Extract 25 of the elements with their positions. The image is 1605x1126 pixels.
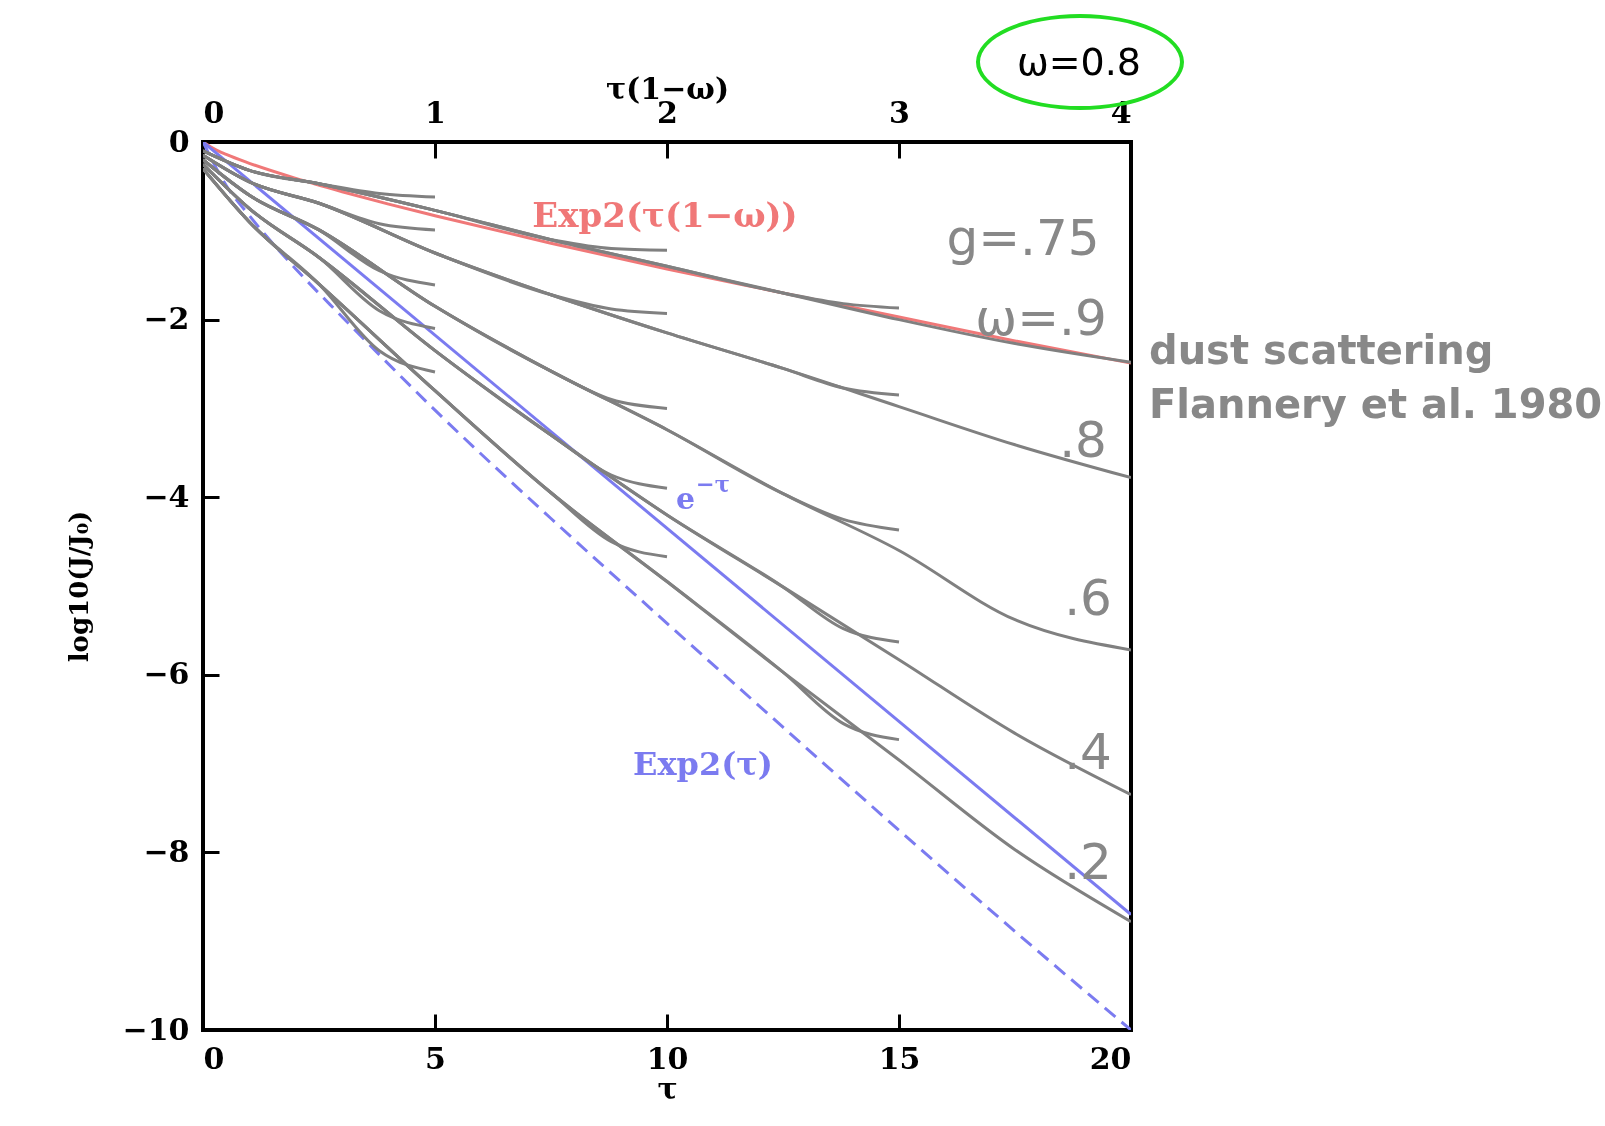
series-label: Exp2(τ(1−ω)) — [532, 195, 798, 235]
y-tick-label: −8 — [143, 833, 190, 869]
x-tick-label: 0 — [203, 1040, 225, 1076]
y-tick-label: −2 — [143, 301, 190, 337]
text: ω=0.8 — [1016, 40, 1142, 84]
annotation: .6 — [1064, 569, 1112, 627]
x-tick-label: 20 — [1089, 1040, 1132, 1076]
y-axis-title: log10(J/J₀) — [63, 510, 94, 663]
x-tick-label: 5 — [425, 1040, 446, 1076]
y-tick-label: −4 — [143, 478, 190, 514]
annotation: g=.75 — [946, 209, 1100, 267]
text: Flannery et al. 1980 — [1149, 381, 1603, 427]
annotation: .2 — [1064, 833, 1112, 891]
annotation: ω=.9 — [975, 289, 1107, 347]
annotation: .8 — [1059, 411, 1107, 469]
x2-tick-label: 1 — [425, 94, 446, 130]
text: dust scattering — [1149, 327, 1494, 373]
y-tick-label: −6 — [143, 656, 190, 692]
x-tick-label: 15 — [878, 1040, 921, 1076]
x2-tick-label: 3 — [889, 94, 910, 130]
x2-tick-label: 0 — [203, 94, 225, 130]
annotation: .4 — [1064, 723, 1112, 781]
y-tick-label: −10 — [122, 1011, 190, 1047]
y-tick-label: 0 — [168, 123, 190, 159]
series-label: Exp2(τ) — [633, 745, 773, 783]
